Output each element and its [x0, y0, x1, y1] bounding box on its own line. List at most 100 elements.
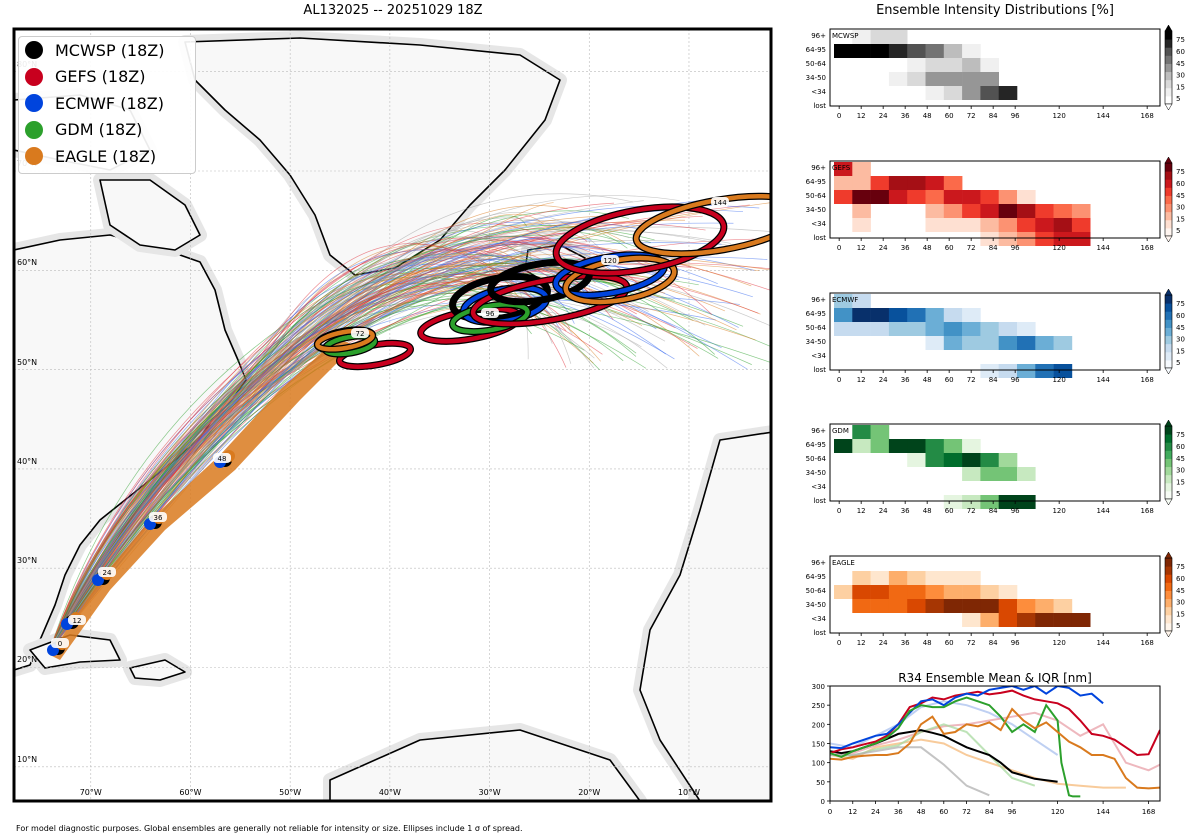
- heatmap-panel-name: GDM: [832, 427, 849, 435]
- heatmap-cell: [925, 308, 945, 322]
- heatmap-cell: [888, 571, 908, 585]
- colorbar-tick-label: 5: [1176, 95, 1180, 103]
- heatmap-row-label: 34-50: [806, 469, 826, 477]
- colorbar-segment: [1165, 442, 1172, 451]
- heatmap-cell: [907, 439, 926, 453]
- heatmap-cell: [943, 322, 963, 336]
- latitude-label: 10°N: [17, 754, 38, 764]
- heatmap-cell: [962, 322, 981, 336]
- heatmap-cell: [870, 425, 890, 439]
- heatmap-cell: [980, 232, 999, 246]
- heatmap-x-tick-label: 36: [901, 112, 910, 120]
- heatmap-cell: [907, 72, 926, 86]
- heatmap-cell: [1053, 204, 1073, 218]
- heatmap-cell: [1017, 232, 1036, 246]
- heatmap-row-label: 34-50: [806, 74, 826, 82]
- heatmap-cell: [852, 30, 871, 44]
- colorbar-segment: [1165, 450, 1172, 459]
- colorbar-tick-label: 5: [1176, 227, 1180, 235]
- colorbar-segment: [1165, 95, 1172, 105]
- longitude-label: 70°W: [79, 788, 102, 797]
- heatmap-cell: [1035, 364, 1054, 378]
- latitude-label: 60°N: [17, 258, 38, 268]
- heatmap-row-label: <34: [811, 615, 826, 623]
- heatmap-cell: [925, 86, 945, 100]
- heatmap-cell: [1035, 599, 1054, 613]
- legend-item: EAGLE (18Z): [19, 143, 195, 170]
- heatmap-row-label: lost: [813, 497, 826, 505]
- heatmap-cell: [925, 72, 945, 86]
- heatmap-x-tick-label: 144: [1096, 244, 1110, 252]
- heatmap-cell: [962, 58, 981, 72]
- heatmap-cell: [1035, 232, 1054, 246]
- heatmap-x-tick-label: 12: [857, 112, 866, 120]
- colorbar-tick-label: 60: [1176, 48, 1185, 56]
- legend-item: GDM (18Z): [19, 117, 195, 144]
- colorbar-segment: [1165, 566, 1172, 575]
- heatmap-x-tick-label: 0: [837, 507, 841, 515]
- r34-x-tick-label: 144: [1096, 808, 1110, 816]
- legend-marker-icon: [25, 94, 43, 113]
- longitude-label: 30°W: [478, 788, 501, 797]
- heatmap-cell: [1017, 599, 1036, 613]
- colorbar-tick-label: 60: [1176, 312, 1185, 320]
- heatmap-cell: [998, 453, 1018, 467]
- heatmap-x-tick-label: 60: [945, 376, 954, 384]
- heatmap-cell: [980, 72, 999, 86]
- colorbar-segment: [1165, 71, 1172, 81]
- longitude-label: 50°W: [279, 788, 302, 797]
- heatmap-cell: [907, 44, 926, 58]
- colorbar-segment: [1165, 490, 1172, 500]
- heatmap-cell: [1017, 467, 1036, 481]
- heatmap-cell: [907, 322, 926, 336]
- ensemble-track: [49, 193, 634, 651]
- colorbar-tick-label: 75: [1176, 563, 1185, 571]
- hour-label: 72: [356, 330, 365, 338]
- heatmap-x-tick-label: 12: [857, 507, 866, 515]
- hour-label: 96: [486, 310, 495, 318]
- colorbar-segment: [1165, 582, 1172, 591]
- heatmap-cell: [962, 86, 981, 100]
- r34-series-line: [830, 700, 1059, 756]
- colorbar-tick-label: 60: [1176, 180, 1185, 188]
- heatmap-cell: [998, 232, 1018, 246]
- colorbar-segment: [1165, 31, 1172, 40]
- colorbar-segment: [1165, 87, 1172, 97]
- heatmap-cell: [980, 599, 999, 613]
- heatmap-x-tick-label: 144: [1096, 376, 1110, 384]
- hour-label-box: [51, 638, 69, 648]
- ensemble-track: [49, 204, 760, 651]
- heatmap-row-label: 96+: [811, 427, 826, 435]
- heatmap-cell: [998, 86, 1018, 100]
- legend-item: MCWSP (18Z): [19, 37, 195, 64]
- heatmap-cell: [925, 571, 945, 585]
- heatmap-cell: [907, 58, 926, 72]
- heatmap-row-label: lost: [813, 234, 826, 242]
- heatmap-x-tick-label: 84: [989, 507, 998, 515]
- map-title: AL132025 -- 20251029 18Z: [303, 3, 483, 18]
- heatmap-cell: [1017, 495, 1036, 509]
- heatmap-cell: [980, 585, 999, 599]
- heatmap-x-tick-label: 36: [901, 244, 910, 252]
- heatmap-row-label: 96+: [811, 164, 826, 172]
- heatmap-x-tick-label: 168: [1140, 507, 1153, 515]
- heatmap-row-label: 34-50: [806, 601, 826, 609]
- legend-label: EAGLE (18Z): [55, 146, 157, 166]
- colorbar-segment: [1165, 622, 1172, 632]
- colorbar-tick-label: 15: [1176, 347, 1185, 355]
- heatmap-x-tick-label: 72: [967, 507, 976, 515]
- heatmap-cell: [888, 44, 908, 58]
- ensemble-track: [49, 212, 698, 651]
- heatmap-cell: [980, 495, 999, 509]
- heatmap-cell: [888, 322, 908, 336]
- heatmap-cell: [870, 308, 890, 322]
- r34-series-line: [830, 686, 1104, 750]
- heatmap-cell: [925, 58, 945, 72]
- heatmap-cell: [1017, 364, 1036, 378]
- heatmap-cell: [962, 571, 981, 585]
- heatmap-x-tick-label: 168: [1140, 639, 1153, 647]
- hour-label-box: [213, 453, 231, 463]
- colorbar-segment: [1165, 47, 1172, 56]
- colorbar-segment: [1165, 614, 1172, 624]
- heatmap-cell: [888, 308, 908, 322]
